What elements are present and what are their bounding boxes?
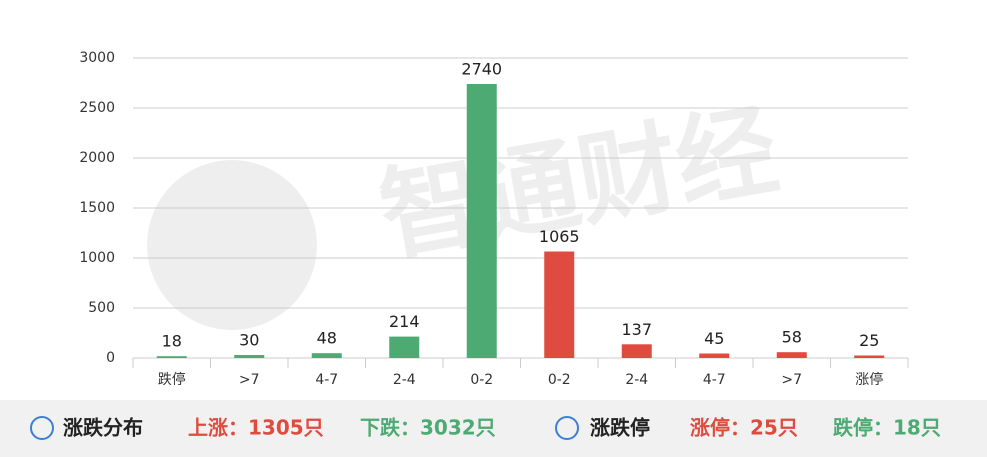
x-tick-label: 2-4 xyxy=(625,372,648,388)
x-tick-label: >7 xyxy=(239,372,260,388)
watermark-logo xyxy=(147,160,317,330)
data-label: 1065 xyxy=(539,227,580,246)
bar xyxy=(466,84,497,358)
bar xyxy=(156,356,187,358)
x-tick-label: 0-2 xyxy=(548,372,571,388)
data-label: 30 xyxy=(239,331,259,350)
footer-bar xyxy=(0,400,987,457)
data-label: 2740 xyxy=(461,60,502,79)
y-tick-label: 0 xyxy=(106,350,115,366)
bar xyxy=(234,355,265,358)
x-tick-label: 4-7 xyxy=(703,372,726,388)
x-tick-label: 0-2 xyxy=(470,372,493,388)
bar xyxy=(311,353,342,358)
bar xyxy=(389,336,420,358)
icon xyxy=(30,416,54,440)
data-label: 45 xyxy=(704,329,724,348)
bar xyxy=(699,353,730,358)
data-label: 25 xyxy=(859,331,879,350)
y-tick-label: 1500 xyxy=(79,200,115,216)
x-tick-label: 2-4 xyxy=(393,372,416,388)
data-label: 137 xyxy=(621,320,652,339)
rise-count: 上涨：1305只 xyxy=(188,416,324,440)
bar xyxy=(544,251,575,358)
x-tick-label: 跌停 xyxy=(158,371,186,388)
data-label: 58 xyxy=(782,328,802,347)
y-tick-label: 2500 xyxy=(79,100,115,116)
x-tick-label: 4-7 xyxy=(315,372,338,388)
data-label: 214 xyxy=(389,312,420,331)
icon xyxy=(555,416,579,440)
limit-down-count: 跌停：18只 xyxy=(833,416,941,440)
watermark: 智通财经 xyxy=(147,91,786,330)
data-label: 48 xyxy=(317,329,337,348)
fall-count: 下跌：3032只 xyxy=(360,416,496,440)
x-tick-label: 涨停 xyxy=(855,371,883,388)
bar xyxy=(621,344,652,358)
y-tick-label: 3000 xyxy=(79,50,115,66)
bar xyxy=(776,352,807,358)
limit-up-count: 涨停：25只 xyxy=(690,416,798,440)
y-tick-label: 1000 xyxy=(79,250,115,266)
y-tick-label: 500 xyxy=(88,300,115,316)
footer-title: 涨跌停 xyxy=(590,416,650,440)
footer-title: 涨跌分布 xyxy=(63,416,143,440)
x-tick-label: >7 xyxy=(781,372,802,388)
watermark-text: 智通财经 xyxy=(372,91,786,276)
y-tick-label: 2000 xyxy=(79,150,115,166)
data-label: 18 xyxy=(162,332,182,351)
bar xyxy=(854,355,885,358)
